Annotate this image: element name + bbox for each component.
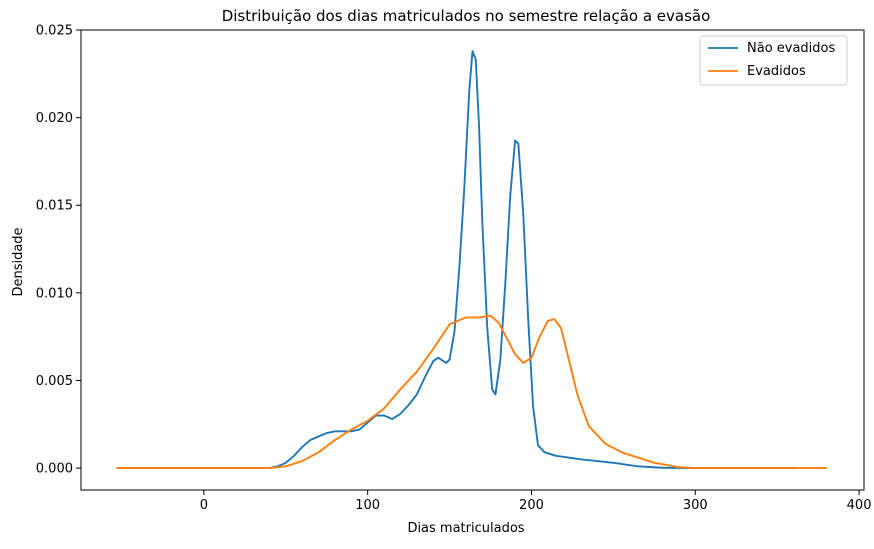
y-tick-label: 0.015 [36,199,73,214]
x-axis-label: Dias matriculados [407,521,524,536]
legend-label-nao-evadidos: Não evadidos [747,41,836,56]
x-tick-label: 400 [847,498,872,513]
y-tick-label: 0.005 [36,374,73,389]
x-tick-label: 0 [200,498,208,513]
series-line-evadidos [116,314,828,470]
y-tick-label: 0.020 [36,111,73,126]
legend: Não evadidos Evadidos [699,35,848,86]
plot-area: 0 100 200 300 400 0.000 0.005 0.010 0.015 0.020 0.… [36,24,872,514]
legend-label-evadidos: Evadidos [747,64,806,79]
y-tick-label: 0.000 [36,462,73,477]
y-axis-label: Densidade [11,227,26,296]
series-line-n-o-evadidos [117,50,798,470]
x-tick-label: 200 [519,498,544,513]
x-tick-label: 100 [355,498,380,513]
chart-title: Distribuição dos dias matriculados no se… [222,7,711,25]
y-tick-label: 0.025 [36,24,73,39]
y-tick-label: 0.010 [36,286,73,301]
plot-frame [80,29,865,491]
x-tick-label: 300 [683,498,708,513]
